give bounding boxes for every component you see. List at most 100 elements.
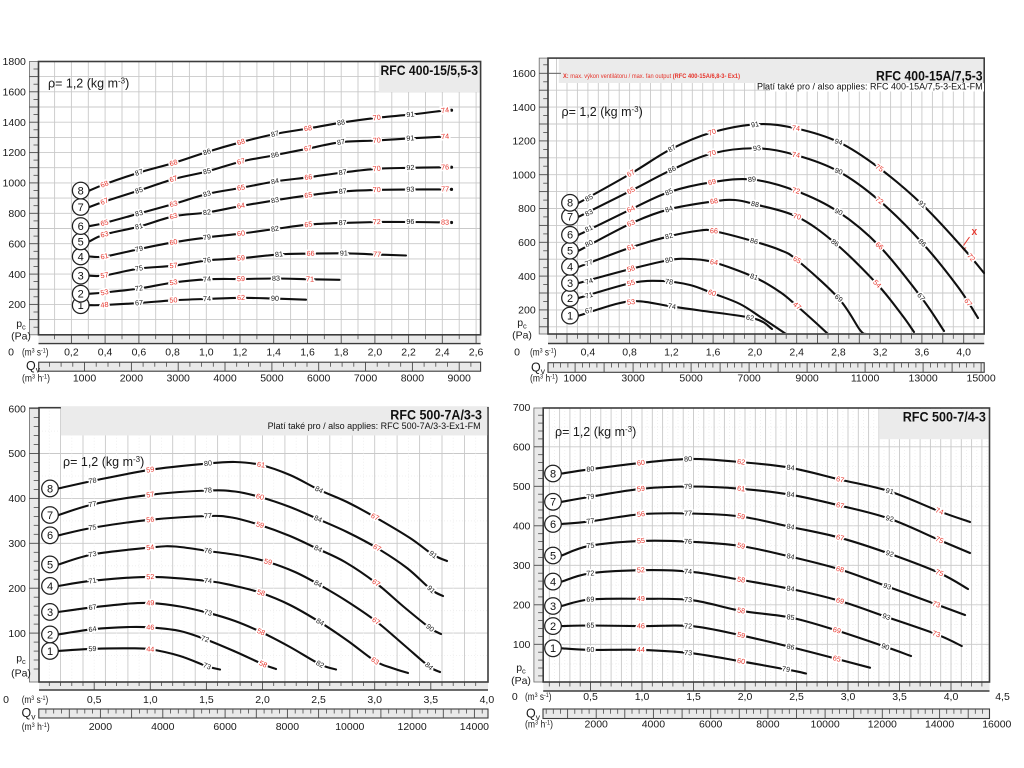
svg-text:Platí také pro / also applies:: Platí také pro / also applies: RFC 400-1… xyxy=(757,82,983,92)
svg-text:75: 75 xyxy=(586,541,595,551)
svg-text:5: 5 xyxy=(47,559,53,571)
svg-text:2000: 2000 xyxy=(89,721,113,733)
svg-text:ρ= 1,2 (kg m-3): ρ= 1,2 (kg m-3) xyxy=(562,105,643,119)
svg-text:93: 93 xyxy=(406,185,414,194)
svg-text:ρ= 1,2 (kg m-3): ρ= 1,2 (kg m-3) xyxy=(63,455,144,469)
svg-text:3,0: 3,0 xyxy=(367,694,382,706)
svg-text:12000: 12000 xyxy=(397,721,426,733)
svg-text:83: 83 xyxy=(270,195,279,205)
svg-text:0,4: 0,4 xyxy=(581,347,596,359)
svg-text:1,5: 1,5 xyxy=(199,694,214,706)
svg-text:59: 59 xyxy=(636,484,645,494)
svg-text:84: 84 xyxy=(786,489,795,499)
svg-text:400: 400 xyxy=(518,271,536,283)
svg-text:4,0: 4,0 xyxy=(956,347,971,359)
svg-text:60: 60 xyxy=(169,237,179,247)
svg-text:1,2: 1,2 xyxy=(233,347,248,359)
svg-text:(m3 s-1): (m3 s-1) xyxy=(530,348,557,359)
svg-text:70: 70 xyxy=(373,185,381,194)
svg-text:8000: 8000 xyxy=(401,373,425,385)
svg-text:56: 56 xyxy=(146,514,155,524)
svg-text:2,6: 2,6 xyxy=(469,347,484,359)
svg-text:0: 0 xyxy=(512,691,518,703)
svg-text:74: 74 xyxy=(791,150,800,160)
svg-text:60: 60 xyxy=(586,645,594,654)
svg-text:80: 80 xyxy=(664,255,674,266)
svg-text:71: 71 xyxy=(306,274,314,283)
svg-text:58: 58 xyxy=(736,574,745,584)
svg-text:pc: pc xyxy=(517,317,527,331)
svg-text:44: 44 xyxy=(146,644,154,653)
svg-text:(Pa): (Pa) xyxy=(11,330,31,342)
svg-text:2000: 2000 xyxy=(585,719,609,731)
svg-text:72: 72 xyxy=(586,568,595,578)
svg-text:1000: 1000 xyxy=(512,169,536,181)
svg-text:2,0: 2,0 xyxy=(738,691,753,703)
svg-text:1000: 1000 xyxy=(73,373,97,385)
svg-text:77: 77 xyxy=(586,516,595,526)
svg-text:52: 52 xyxy=(637,565,646,575)
svg-text:79: 79 xyxy=(586,491,595,501)
svg-text:4,0: 4,0 xyxy=(944,691,959,703)
svg-text:62: 62 xyxy=(237,293,245,302)
svg-text:0,5: 0,5 xyxy=(583,691,598,703)
svg-text:(m3 s-1): (m3 s-1) xyxy=(22,348,48,359)
svg-text:58: 58 xyxy=(737,605,746,615)
svg-text:0,2: 0,2 xyxy=(64,347,79,359)
svg-text:0: 0 xyxy=(514,347,520,359)
svg-text:1: 1 xyxy=(550,643,556,655)
svg-text:59: 59 xyxy=(88,644,97,654)
svg-text:74: 74 xyxy=(684,567,692,576)
svg-text:4: 4 xyxy=(550,577,556,589)
svg-text:48: 48 xyxy=(100,300,109,310)
svg-text:96: 96 xyxy=(406,217,414,226)
svg-text:67: 67 xyxy=(835,532,845,542)
svg-text:72: 72 xyxy=(684,621,692,630)
svg-text:60: 60 xyxy=(736,656,745,666)
svg-text:7000: 7000 xyxy=(354,373,378,385)
svg-text:2,5: 2,5 xyxy=(789,691,804,703)
svg-text:79: 79 xyxy=(684,482,692,491)
svg-text:5: 5 xyxy=(567,246,573,258)
svg-text:91: 91 xyxy=(406,109,415,119)
svg-text:91: 91 xyxy=(406,133,415,143)
svg-text:8: 8 xyxy=(550,468,556,480)
svg-text:1,0: 1,0 xyxy=(143,694,158,706)
svg-text:1000: 1000 xyxy=(3,178,27,190)
svg-text:60: 60 xyxy=(255,491,265,501)
svg-text:3000: 3000 xyxy=(167,373,191,385)
svg-text:53: 53 xyxy=(627,297,636,307)
svg-text:74: 74 xyxy=(667,301,676,311)
svg-text:7: 7 xyxy=(47,510,53,522)
svg-text:1: 1 xyxy=(78,300,84,312)
svg-text:14000: 14000 xyxy=(460,721,489,733)
svg-text:59: 59 xyxy=(237,253,246,263)
svg-text:72: 72 xyxy=(134,283,143,293)
svg-text:13000: 13000 xyxy=(908,373,937,385)
svg-text:59: 59 xyxy=(263,556,273,567)
svg-text:3,5: 3,5 xyxy=(892,691,907,703)
svg-text:67: 67 xyxy=(135,298,143,307)
svg-text:1400: 1400 xyxy=(512,102,536,114)
svg-text:1600: 1600 xyxy=(512,68,536,80)
svg-text:RFC 500-7A/3-3: RFC 500-7A/3-3 xyxy=(390,408,482,423)
svg-text:85: 85 xyxy=(202,166,212,177)
svg-text:82: 82 xyxy=(270,224,279,234)
svg-text:81: 81 xyxy=(275,249,284,259)
svg-text:0,4: 0,4 xyxy=(98,347,113,359)
svg-text:52: 52 xyxy=(146,572,155,582)
svg-text:76: 76 xyxy=(441,162,449,171)
svg-text:(Pa): (Pa) xyxy=(11,668,31,680)
svg-text:2: 2 xyxy=(78,289,84,301)
svg-text:(Pa): (Pa) xyxy=(512,330,532,342)
svg-text:80: 80 xyxy=(684,454,693,464)
svg-text:3000: 3000 xyxy=(621,373,645,385)
svg-text:600: 600 xyxy=(8,403,26,415)
svg-text:500: 500 xyxy=(513,481,531,493)
svg-text:66: 66 xyxy=(710,226,718,235)
svg-text:77: 77 xyxy=(684,509,692,518)
svg-text:1800: 1800 xyxy=(3,56,27,68)
svg-text:64: 64 xyxy=(88,624,97,634)
svg-text:1,6: 1,6 xyxy=(706,347,721,359)
svg-text:69: 69 xyxy=(707,177,717,188)
